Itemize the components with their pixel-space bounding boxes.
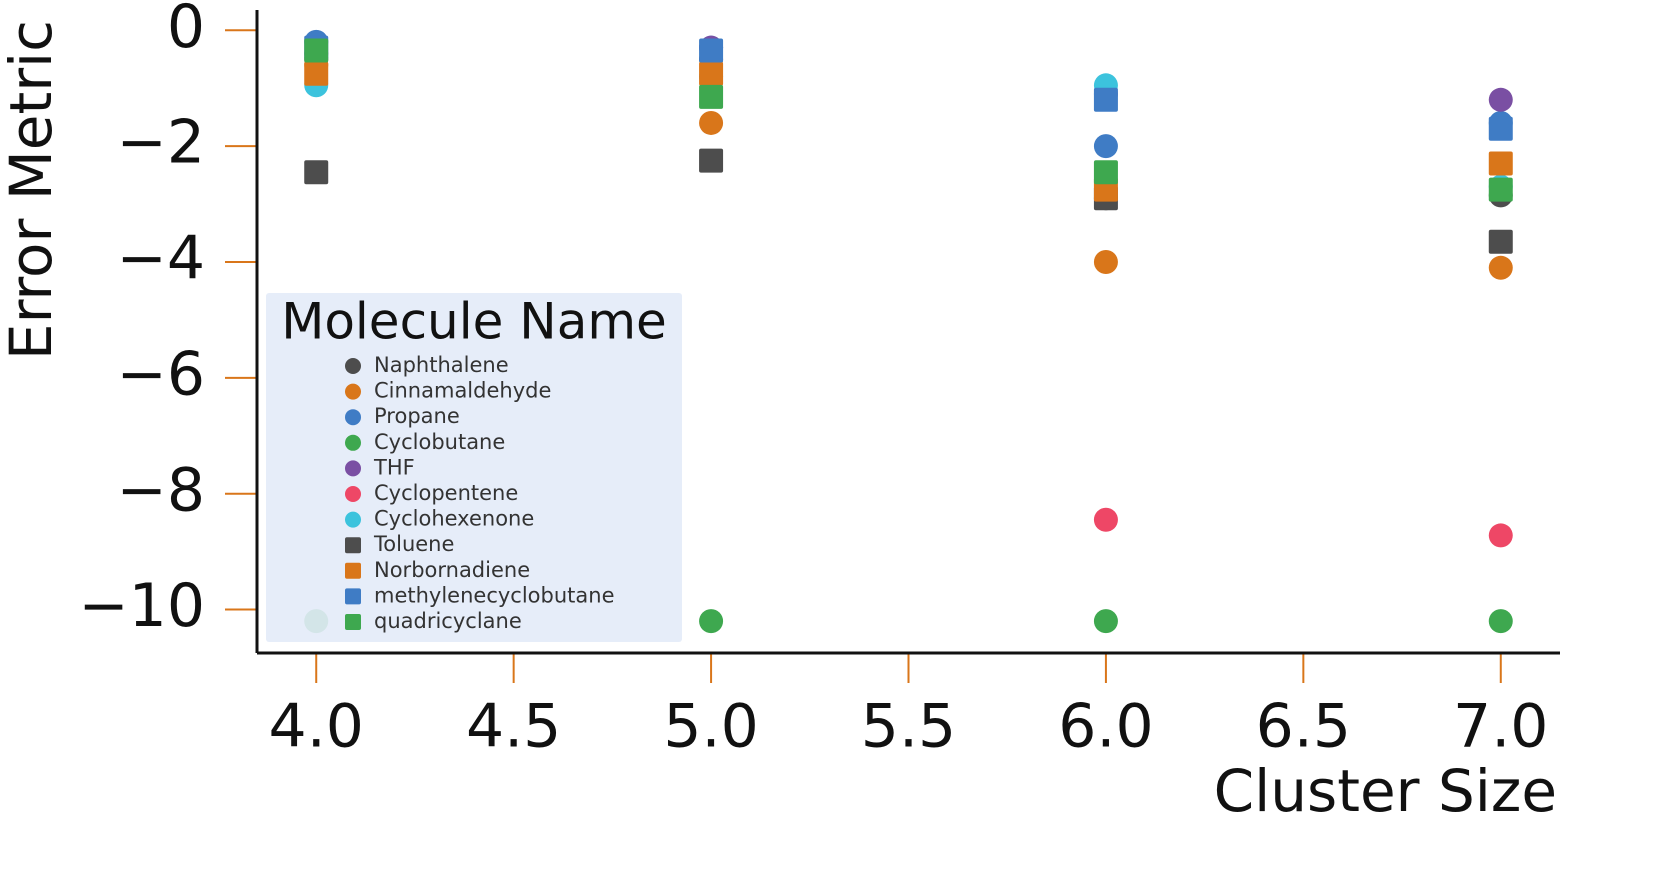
legend-marker (345, 562, 361, 579)
point (1093, 507, 1118, 532)
legend-label: Norbornadiene (374, 558, 530, 582)
point (699, 110, 724, 135)
legend-marker (345, 614, 361, 630)
point (304, 61, 329, 86)
point (1488, 151, 1513, 176)
point (1488, 87, 1513, 112)
legend-box (266, 293, 682, 642)
legend-label: Naphthalene (374, 353, 509, 377)
legend-label: Cinnamaldehyde (374, 379, 551, 403)
legend-marker (345, 537, 361, 554)
y-tick-label: −6 (117, 339, 205, 409)
x-tick-label: 4.5 (466, 692, 561, 762)
legend-label: methylenecyclobutane (374, 583, 615, 607)
legend-label: Cyclohexenone (374, 507, 534, 531)
x-tick-label: 4.0 (269, 692, 364, 762)
legend-marker (345, 434, 361, 451)
legend-marker (345, 383, 361, 400)
y-axis-label: Error Metric (0, 20, 65, 360)
x-tick-label: 7.0 (1453, 692, 1548, 762)
point (699, 84, 724, 109)
point (1093, 609, 1118, 634)
x-tick-label: 5.0 (663, 692, 758, 762)
point (699, 609, 724, 634)
legend-label: quadricyclane (374, 609, 522, 633)
point (1488, 116, 1513, 141)
legend-marker (345, 588, 361, 605)
y-tick-label: −4 (117, 224, 205, 294)
legend-label: Propane (374, 404, 460, 428)
point (1093, 160, 1118, 185)
y-tick-label: −2 (117, 108, 205, 178)
point (1488, 523, 1513, 548)
point (1093, 249, 1118, 274)
legend-label: Toluene (373, 532, 454, 556)
legend-marker (345, 460, 361, 477)
x-tick-label: 6.0 (1058, 692, 1153, 762)
point (1488, 255, 1513, 280)
x-axis-label: Cluster Size (1214, 757, 1557, 825)
y-tick-label: −8 (117, 455, 205, 525)
legend-marker (345, 511, 361, 528)
x-tick-label: 6.5 (1256, 692, 1351, 762)
point (304, 38, 329, 63)
point (699, 38, 724, 63)
point (699, 148, 724, 173)
point (1488, 177, 1513, 202)
x-tick-label: 5.5 (861, 692, 956, 762)
point (1488, 609, 1513, 634)
legend-title: Molecule Name (281, 293, 667, 351)
point (1093, 134, 1118, 159)
y-tick-label: 0 (167, 0, 205, 62)
legend-marker (345, 358, 361, 374)
y-tick-label: −10 (78, 571, 205, 641)
point (699, 61, 724, 86)
point (304, 160, 329, 185)
legend-marker (345, 409, 361, 426)
point (1488, 229, 1513, 254)
legend-label: Cyclopentene (374, 481, 518, 505)
legend-label: THF (373, 455, 415, 479)
point (1093, 87, 1118, 112)
legend-marker (345, 486, 361, 502)
legend-label: Cyclobutane (374, 430, 505, 454)
